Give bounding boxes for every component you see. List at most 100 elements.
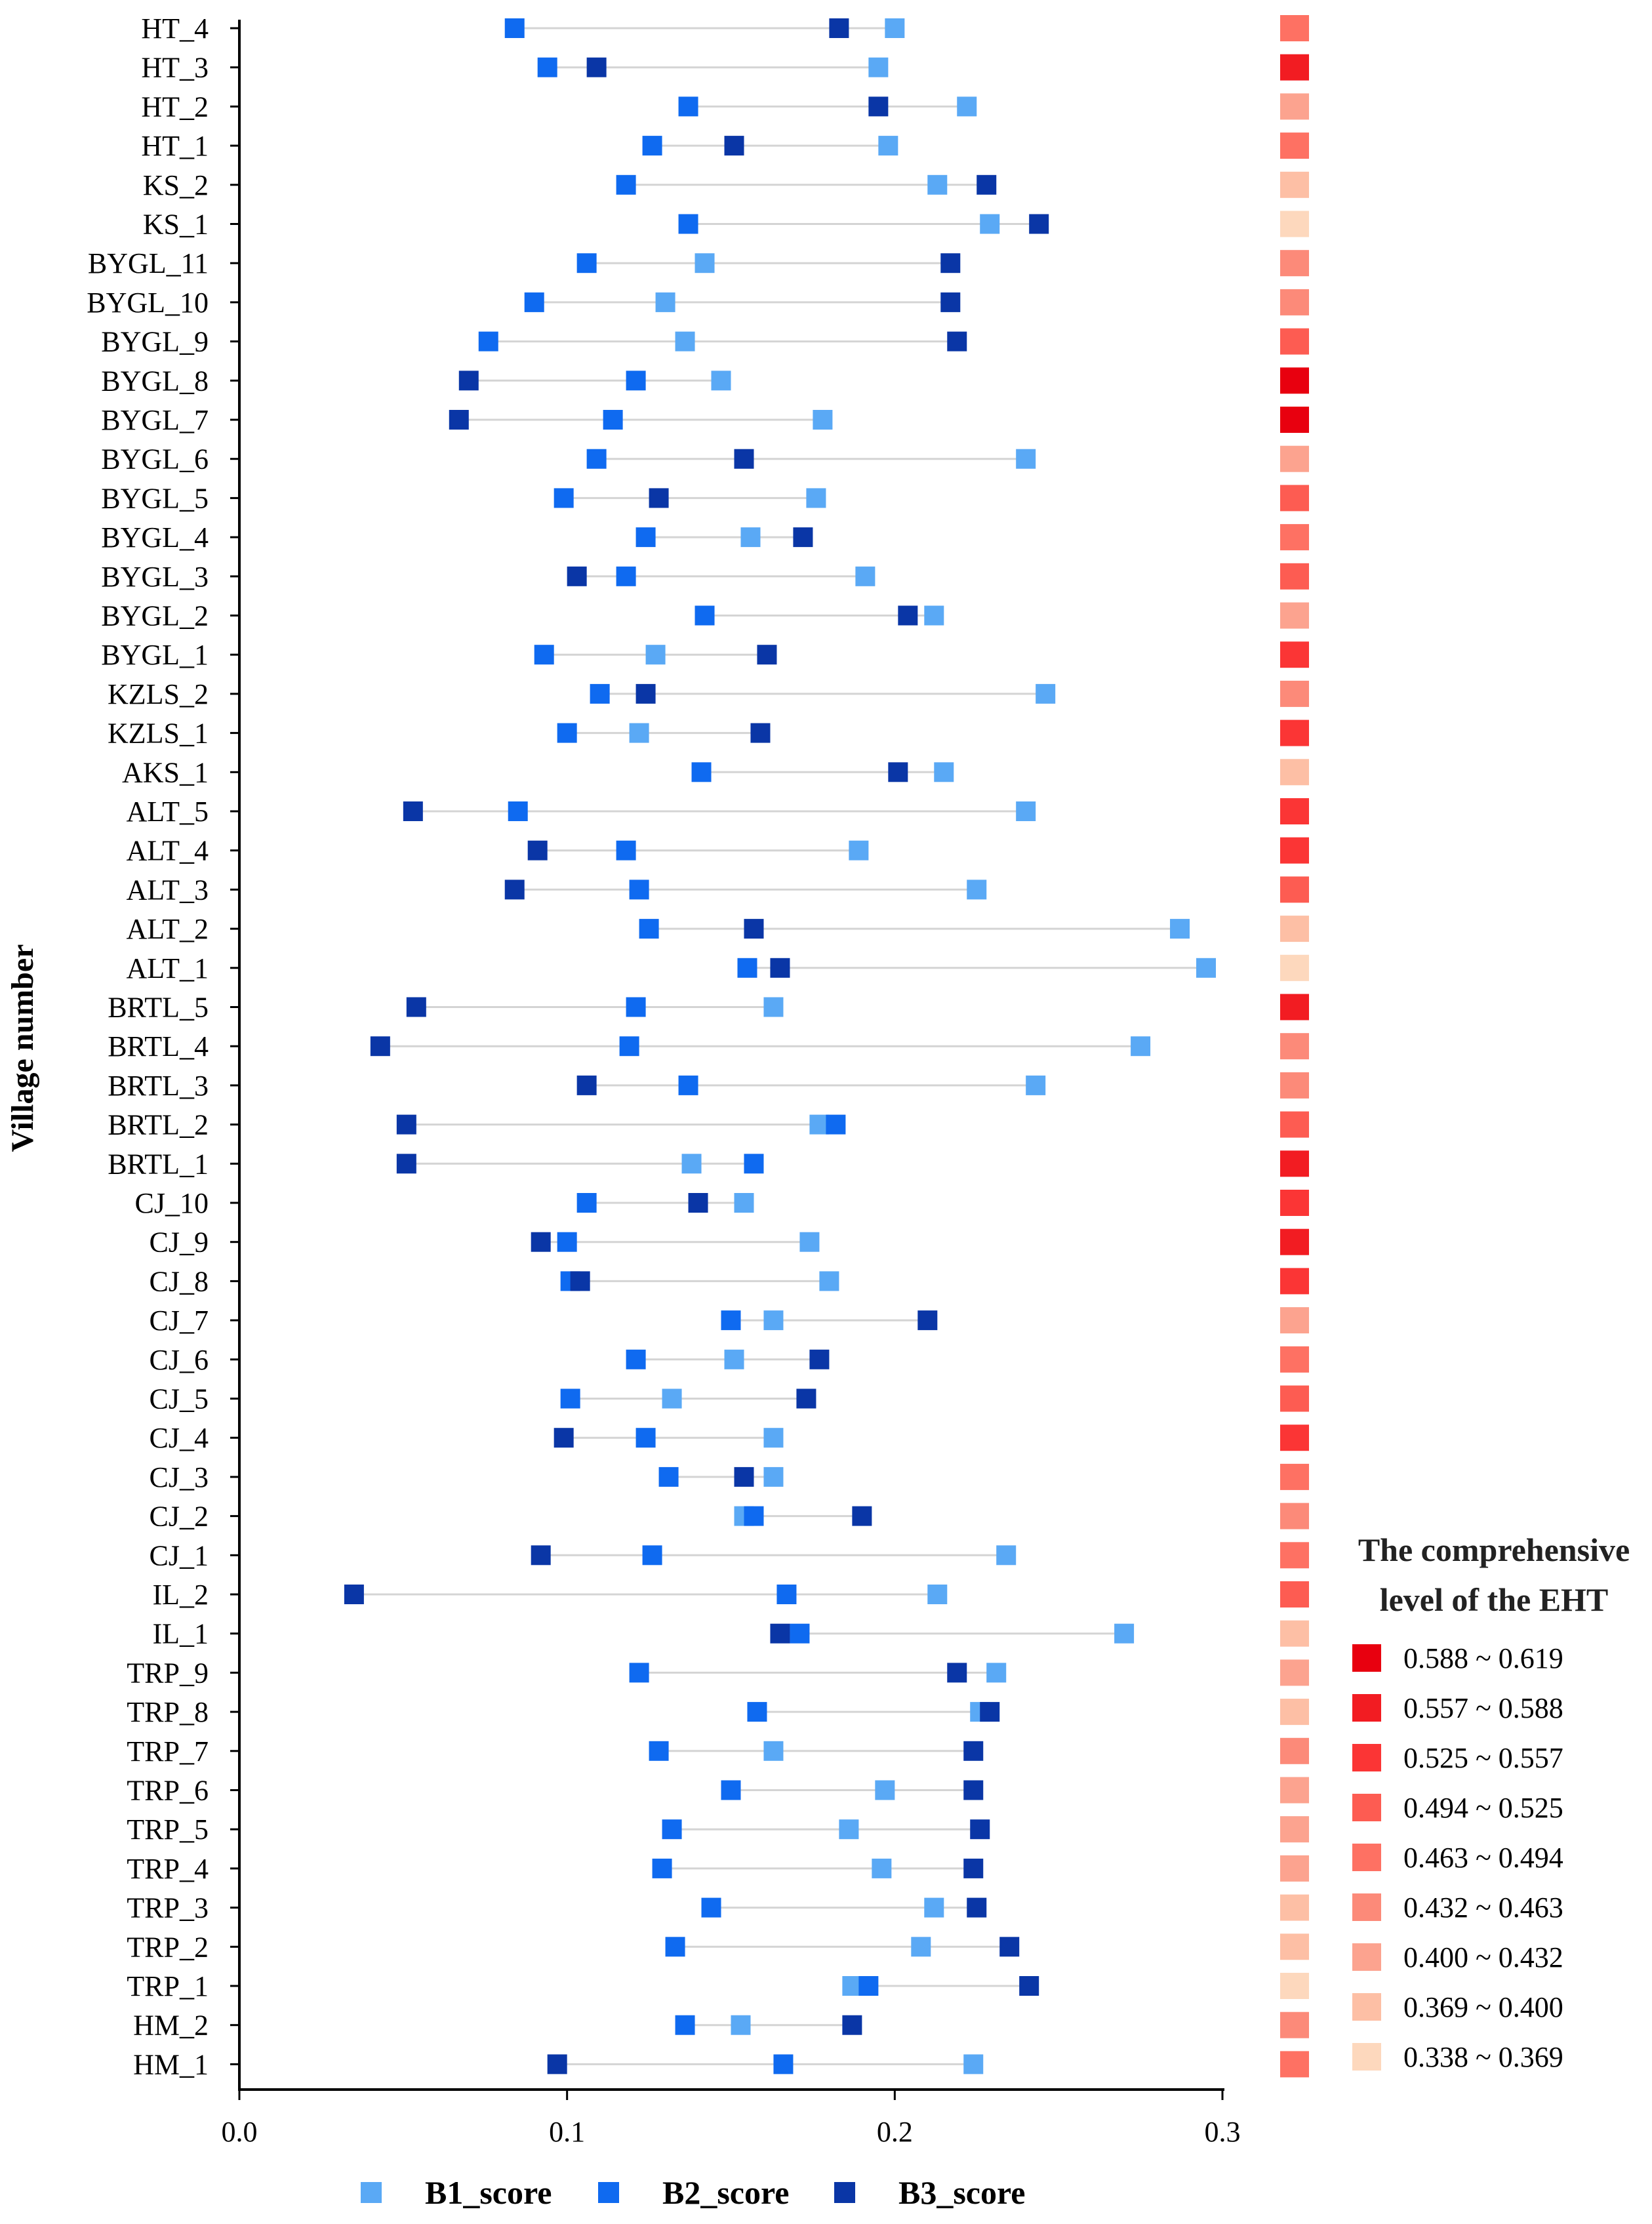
y-tick-label: HM_2 (133, 2010, 209, 2042)
point-b3-score-bygl-5 (649, 488, 669, 508)
point-b2-score-trp-2 (665, 1937, 685, 1957)
point-b2-score-trp-6 (721, 1780, 741, 1800)
y-tick-label: ALT_4 (127, 835, 209, 867)
point-b3-score-cj-1 (531, 1545, 551, 1566)
eht-level-square-ht-4 (1280, 15, 1309, 41)
y-tick-label: IL_1 (152, 1618, 209, 1650)
point-b1-score-bygl-3 (855, 566, 876, 586)
y-tick-label: BRTL_4 (108, 1030, 209, 1062)
point-b3-score-bygl-10 (940, 292, 961, 312)
eht-level-square-cj-5 (1280, 1385, 1309, 1412)
eht-level-square-brtl-2 (1280, 1111, 1309, 1138)
eht-legend-label: 0.369 ~ 0.400 (1403, 1991, 1563, 2023)
point-b2-score-cj-3 (658, 1466, 679, 1487)
point-b3-score-trp-7 (963, 1741, 984, 1761)
point-b1-score-brtl-4 (1131, 1036, 1151, 1057)
x-tick-label: 0.2 (877, 2116, 913, 2148)
point-b3-score-brtl-1 (396, 1154, 416, 1174)
series-legend: B1_score B2_score B3_score (361, 2174, 1025, 2211)
eht-level-square-cj-6 (1280, 1346, 1309, 1373)
point-b2-score-trp-5 (662, 1819, 682, 1840)
eht-level-square-kzls-2 (1280, 680, 1309, 707)
point-b1-score-ht-3 (868, 57, 889, 77)
point-b3-score-bygl-11 (940, 253, 961, 273)
point-b1-score-brtl-3 (1026, 1075, 1046, 1095)
y-tick-label: BYGL_5 (101, 482, 209, 514)
y-tick-label: BYGL_1 (101, 639, 209, 671)
point-b1-score-bygl-4 (740, 527, 761, 548)
point-b3-score-brtl-3 (576, 1075, 597, 1095)
eht-legend-label: 0.525 ~ 0.557 (1403, 1742, 1563, 1774)
point-b3-score-cj-7 (917, 1310, 938, 1331)
point-b2-score-bygl-7 (603, 410, 623, 430)
eht-level-square-hm-2 (1280, 2012, 1309, 2038)
eht-level-square-trp-8 (1280, 1699, 1309, 1726)
y-tick-label: TRP_3 (127, 1892, 209, 1924)
eht-level-square-bygl-9 (1280, 328, 1309, 355)
point-b3-score-ks-2 (977, 174, 997, 195)
y-tick-label: BYGL_2 (101, 600, 209, 632)
point-b3-score-bygl-7 (449, 410, 469, 430)
eht-level-square-bygl-8 (1280, 367, 1309, 394)
point-b1-score-trp-4 (872, 1858, 892, 1878)
eht-level-square-alt-2 (1280, 916, 1309, 942)
eht-legend-label: 0.494 ~ 0.525 (1403, 1792, 1563, 1824)
point-b2-score-brtl-2 (826, 1114, 846, 1135)
point-b2-score-cj-2 (744, 1506, 764, 1526)
point-b2-score-bygl-1 (534, 645, 554, 665)
eht-legend-label: 0.463 ~ 0.494 (1403, 1842, 1563, 1874)
eht-level-square-ks-1 (1280, 211, 1309, 237)
point-b3-score-trp-5 (970, 1819, 990, 1840)
point-b1-score-trp-6 (875, 1780, 895, 1800)
point-b3-score-ht-2 (868, 96, 889, 117)
y-tick-label: ALT_5 (127, 796, 209, 828)
eht-level-square-trp-5 (1280, 1816, 1309, 1843)
point-b2-score-trp-4 (652, 1858, 672, 1878)
point-b2-score-kzls-2 (590, 683, 610, 704)
point-b1-score-ks-1 (980, 214, 1000, 234)
point-b2-score-ht-4 (504, 18, 525, 38)
y-tick-label: TRP_6 (127, 1775, 209, 1807)
y-tick-label: BRTL_2 (108, 1109, 209, 1141)
point-b1-score-alt-2 (1170, 919, 1190, 939)
point-b2-score-cj-7 (721, 1310, 741, 1331)
data-marks (344, 18, 1217, 2074)
point-b3-score-bygl-4 (793, 527, 813, 548)
point-b3-score-cj-5 (796, 1388, 816, 1409)
y-tick-label: BYGL_6 (101, 443, 209, 475)
point-b2-score-il-1 (790, 1623, 810, 1644)
legend-swatch-b2-score (598, 2182, 619, 2203)
x-tick-label: 0.0 (222, 2116, 258, 2148)
point-b1-score-trp-5 (839, 1819, 859, 1840)
point-b1-score-trp-2 (911, 1937, 931, 1957)
point-b3-score-bygl-1 (757, 645, 777, 665)
point-b1-score-ht-4 (885, 18, 905, 38)
point-b2-score-cj-10 (576, 1193, 597, 1213)
eht-legend-swatch (1352, 1993, 1381, 2021)
point-b3-score-alt-4 (527, 840, 548, 860)
point-b3-score-bygl-8 (458, 371, 479, 391)
point-b1-score-hm-2 (731, 2015, 751, 2035)
point-b3-score-trp-3 (967, 1897, 987, 1918)
point-b1-score-bygl-9 (675, 331, 695, 352)
eht-level-square-alt-5 (1280, 798, 1309, 824)
y-tick-label: CJ_10 (135, 1187, 209, 1219)
eht-level-square-bygl-11 (1280, 250, 1309, 277)
point-b1-score-bygl-8 (711, 371, 731, 391)
point-b2-score-bygl-5 (554, 488, 574, 508)
point-b2-score-brtl-4 (619, 1036, 639, 1057)
point-b1-score-il-2 (927, 1585, 948, 1604)
point-b2-score-ks-1 (678, 214, 698, 234)
eht-legend-swatch (1352, 1943, 1381, 1971)
eht-level-square-brtl-4 (1280, 1033, 1309, 1060)
y-tick-label: BYGL_9 (101, 326, 209, 358)
y-tick-label: HT_1 (141, 130, 209, 162)
point-b1-score-cj-4 (763, 1428, 784, 1448)
y-tick-label: CJ_3 (150, 1461, 209, 1493)
point-b2-score-alt-1 (737, 958, 757, 978)
legend-label-b3-score: B3_score (898, 2174, 1025, 2211)
point-b2-score-cj-1 (642, 1545, 662, 1566)
point-b1-score-bygl-2 (924, 605, 944, 626)
eht-level-square-cj-1 (1280, 1542, 1309, 1569)
eht-level-square-ht-3 (1280, 54, 1309, 81)
